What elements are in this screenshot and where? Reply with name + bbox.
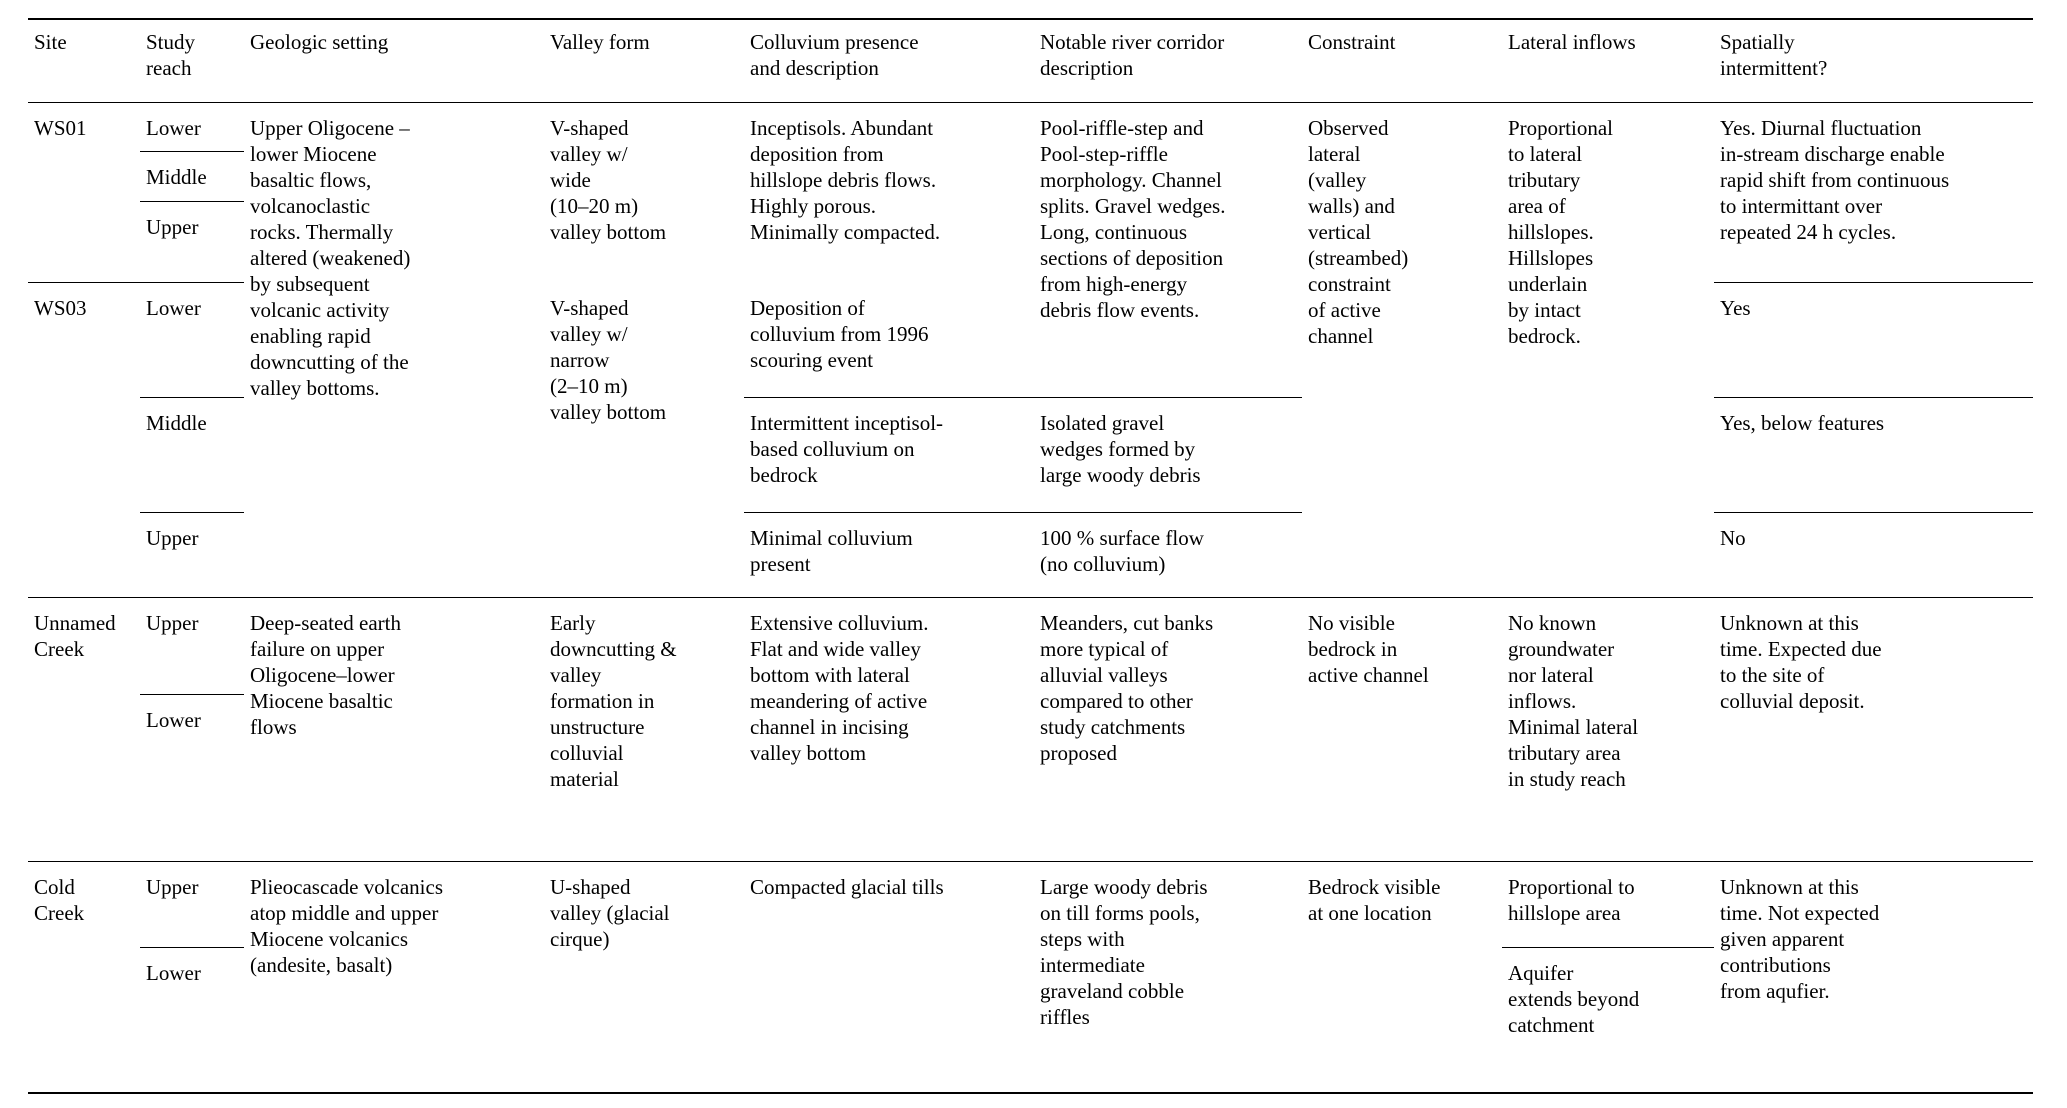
header-valley-form: Valley form [544,20,744,103]
cell-ws03-reach-middle: Middle [140,398,244,513]
cell-unnamed-spatially-intermittent: Unknown at this time. Expected due to th… [1714,598,2033,862]
cell-ws03-river-upper: 100 % surface flow (no colluvium) [1034,513,1302,598]
cell-ws01-reach-middle: Middle [140,152,244,202]
cell-groupA-geologic-setting: Upper Oligocene – lower Miocene basaltic… [244,103,544,598]
cell-ws01-reach-upper: Upper [140,202,244,283]
cell-cold-constraint: Bedrock visible at one location [1308,875,1441,925]
cell-unnamed-reach-upper: Upper [140,598,244,695]
cell-cold-site: Cold Creek [34,875,85,925]
study-sites-table: Site Study reach Geologic setting Valley… [28,18,2033,1094]
cell-ws01-spatially-intermittent: Yes. Diurnal fluctuation in-stream disch… [1714,103,2033,283]
cell-ws03-valley-form: V-shaped valley w/ narrow (2–10 m) valle… [544,283,744,598]
cell-ws03-spatial-middle: Yes, below features [1714,398,2033,513]
header-colluvium: Colluvium presence and description [744,20,1034,103]
cell-ws03-colluvium-middle: Intermittent inceptisol- based colluvium… [744,398,1034,513]
cell-unnamed-constraint: No visible bedrock in active channel [1302,598,1502,862]
cell-cold-valley-form: U-shaped valley (glacial cirque) [550,875,670,951]
cell-ws03-reach-lower: Lower [140,283,244,398]
cell-ws01-reach-lower: Lower [140,103,244,152]
cell-unnamed-river-corridor: Meanders, cut banks more typical of allu… [1034,598,1302,862]
cell-cold-colluvium: Compacted glacial tills [750,875,944,899]
header-spatially-intermittent: Spatially intermittent? [1714,20,2033,103]
header-study-reach: Study reach [140,20,244,103]
cell-cold-spatially-intermittent: Unknown at this time. Not expected given… [1720,875,1880,1003]
header-geologic-setting: Geologic setting [244,20,544,103]
cell-unnamed-lateral-inflows: No known groundwater nor lateral inflows… [1502,598,1714,862]
cell-cold-lateral-lower: Aquifer extends beyond catchment [1508,961,1640,1037]
cell-cold-lateral-upper: Proportional to hillslope area [1502,862,1714,948]
cell-ws01-valley-form: V-shaped valley w/ wide (10–20 m) valley… [550,116,667,244]
header-constraint: Constraint [1302,20,1502,103]
cell-unnamed-valley-form: Early downcutting & valley formation in … [544,598,744,862]
cell-cold-river-corridor: Large woody debris on till forms pools, … [1040,875,1208,1029]
cell-cold-reach-lower: Lower [146,961,201,985]
cell-cold-geologic-setting: Plieocascade volcanics atop middle and u… [250,875,443,977]
cell-ws01-site: WS01 [28,103,140,283]
cell-ws03-spatial-upper: No [1714,513,2033,598]
cell-unnamed-reach-lower: Lower [140,695,244,862]
cell-cold-reach-upper: Upper [140,862,244,948]
cell-ws03-colluvium-upper: Minimal colluvium present [744,513,1034,598]
cell-groupA-river-corridor: Pool-riffle-step and Pool-step-riffle mo… [1034,103,1302,398]
header-lateral-inflows: Lateral inflows [1502,20,1714,103]
cell-ws03-reach-upper: Upper [140,513,244,598]
cell-unnamed-geologic-setting: Deep-seated earth failure on upper Oligo… [244,598,544,862]
cell-ws03-river-middle: Isolated gravel wedges formed by large w… [1034,398,1302,513]
cell-ws01-colluvium: Inceptisols. Abundant deposition from hi… [750,116,941,244]
cell-unnamed-site: Unnamed Creek [28,598,140,862]
header-site: Site [28,20,140,103]
cell-groupA-lateral-inflows: Proportional to lateral tributary area o… [1502,103,1714,598]
cell-ws03-spatial-lower: Yes [1714,283,2033,398]
cell-ws03-site: WS03 [28,283,140,598]
cell-groupA-constraint: Observed lateral (valley walls) and vert… [1302,103,1502,598]
cell-unnamed-colluvium: Extensive colluvium. Flat and wide valle… [744,598,1034,862]
cell-ws03-colluvium-lower: Deposition of colluvium from 1996 scouri… [744,283,1034,398]
header-river-corridor: Notable river corridor description [1034,20,1302,103]
